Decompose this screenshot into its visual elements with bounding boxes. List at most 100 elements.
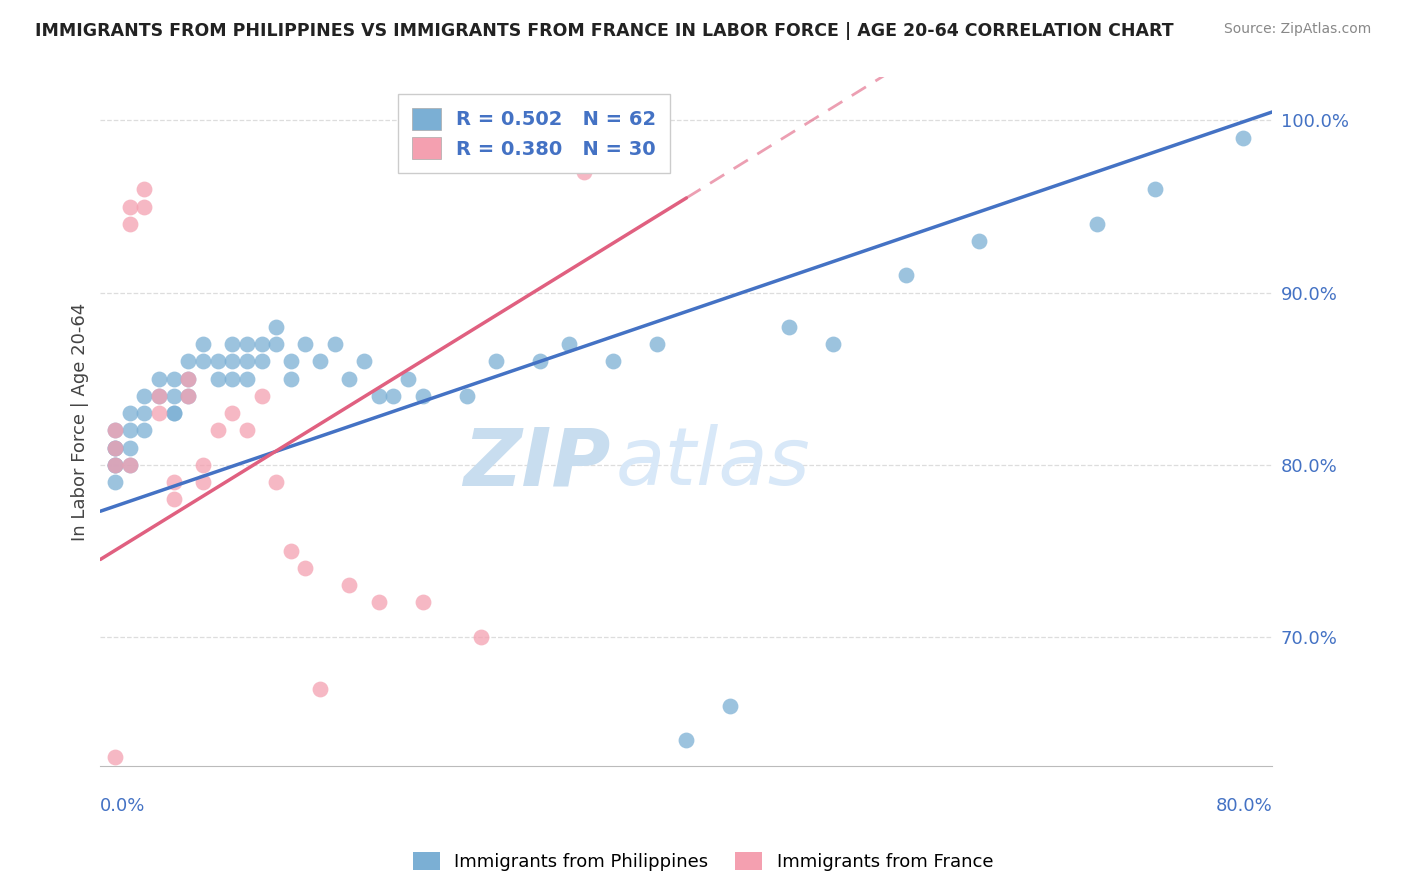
Text: IMMIGRANTS FROM PHILIPPINES VS IMMIGRANTS FROM FRANCE IN LABOR FORCE | AGE 20-64: IMMIGRANTS FROM PHILIPPINES VS IMMIGRANT…	[35, 22, 1174, 40]
Point	[221, 337, 243, 351]
Point	[821, 337, 844, 351]
Point	[470, 630, 492, 644]
Legend: R = 0.502   N = 62, R = 0.380   N = 30: R = 0.502 N = 62, R = 0.380 N = 30	[398, 94, 671, 173]
Text: Source: ZipAtlas.com: Source: ZipAtlas.com	[1223, 22, 1371, 37]
Point	[207, 372, 229, 386]
Point	[177, 354, 200, 368]
Point	[280, 372, 302, 386]
Point	[367, 595, 389, 609]
Point	[191, 475, 214, 489]
Point	[456, 389, 478, 403]
Point	[396, 372, 419, 386]
Point	[412, 595, 434, 609]
Point	[778, 320, 800, 334]
Point	[675, 733, 697, 747]
Point	[191, 354, 214, 368]
Point	[118, 200, 141, 214]
Point	[250, 389, 273, 403]
Point	[134, 182, 156, 196]
Point	[309, 681, 332, 696]
Point	[191, 458, 214, 472]
Text: atlas: atlas	[616, 424, 811, 502]
Point	[236, 354, 259, 368]
Point	[104, 423, 127, 437]
Text: ZIP: ZIP	[463, 424, 610, 502]
Point	[104, 475, 127, 489]
Point	[104, 750, 127, 764]
Point	[339, 578, 361, 592]
Point	[162, 372, 184, 386]
Point	[294, 337, 316, 351]
Point	[264, 475, 287, 489]
Point	[558, 337, 581, 351]
Point	[280, 544, 302, 558]
Y-axis label: In Labor Force | Age 20-64: In Labor Force | Age 20-64	[72, 302, 89, 541]
Point	[148, 389, 170, 403]
Point	[104, 441, 127, 455]
Point	[969, 234, 991, 248]
Point	[104, 441, 127, 455]
Point	[485, 354, 508, 368]
Point	[250, 337, 273, 351]
Point	[134, 406, 156, 420]
Point	[236, 423, 259, 437]
Point	[309, 354, 332, 368]
Point	[118, 217, 141, 231]
Point	[529, 354, 551, 368]
Point	[1085, 217, 1108, 231]
Point	[177, 389, 200, 403]
Point	[177, 372, 200, 386]
Point	[280, 354, 302, 368]
Point	[148, 389, 170, 403]
Point	[134, 423, 156, 437]
Point	[602, 354, 624, 368]
Point	[134, 389, 156, 403]
Point	[104, 458, 127, 472]
Point	[104, 423, 127, 437]
Point	[221, 354, 243, 368]
Point	[118, 423, 141, 437]
Point	[191, 337, 214, 351]
Point	[148, 406, 170, 420]
Point	[118, 406, 141, 420]
Point	[177, 389, 200, 403]
Point	[264, 320, 287, 334]
Point	[896, 268, 918, 283]
Point	[162, 475, 184, 489]
Point	[221, 406, 243, 420]
Point	[134, 200, 156, 214]
Point	[718, 698, 741, 713]
Point	[221, 372, 243, 386]
Point	[412, 389, 434, 403]
Point	[104, 458, 127, 472]
Point	[236, 337, 259, 351]
Point	[162, 492, 184, 507]
Point	[367, 389, 389, 403]
Point	[236, 372, 259, 386]
Point	[148, 372, 170, 386]
Point	[104, 458, 127, 472]
Point	[572, 165, 595, 179]
Point	[162, 406, 184, 420]
Point	[162, 389, 184, 403]
Point	[118, 458, 141, 472]
Point	[1232, 130, 1254, 145]
Point	[207, 354, 229, 368]
Point	[250, 354, 273, 368]
Point	[177, 372, 200, 386]
Point	[323, 337, 346, 351]
Legend: Immigrants from Philippines, Immigrants from France: Immigrants from Philippines, Immigrants …	[405, 845, 1001, 879]
Text: 0.0%: 0.0%	[100, 797, 146, 814]
Point	[645, 337, 668, 351]
Point	[118, 458, 141, 472]
Point	[264, 337, 287, 351]
Point	[1144, 182, 1167, 196]
Text: 80.0%: 80.0%	[1216, 797, 1272, 814]
Point	[294, 561, 316, 575]
Point	[162, 406, 184, 420]
Point	[353, 354, 375, 368]
Point	[339, 372, 361, 386]
Point	[382, 389, 405, 403]
Point	[207, 423, 229, 437]
Point	[104, 441, 127, 455]
